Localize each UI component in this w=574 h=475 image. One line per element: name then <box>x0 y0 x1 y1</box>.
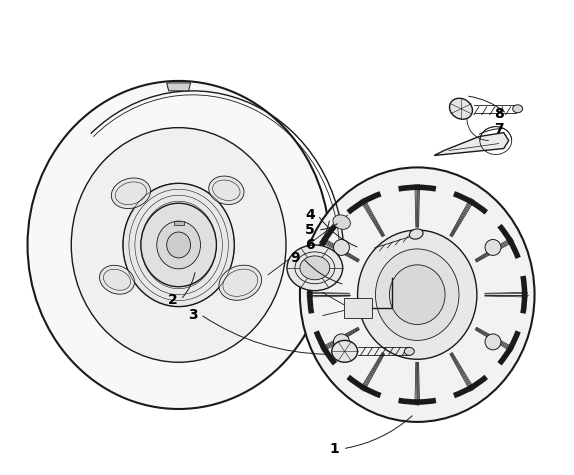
Text: 1: 1 <box>330 442 340 456</box>
Ellipse shape <box>123 183 234 306</box>
Polygon shape <box>434 133 509 155</box>
Ellipse shape <box>209 176 244 205</box>
Ellipse shape <box>333 334 350 350</box>
Text: 6: 6 <box>305 238 315 252</box>
Polygon shape <box>174 221 184 225</box>
Ellipse shape <box>141 203 216 287</box>
Ellipse shape <box>219 265 262 300</box>
Ellipse shape <box>485 334 501 350</box>
Ellipse shape <box>166 232 191 258</box>
Ellipse shape <box>111 178 150 209</box>
Ellipse shape <box>375 249 459 341</box>
Text: 7: 7 <box>494 122 503 136</box>
Text: 5: 5 <box>305 223 315 237</box>
Ellipse shape <box>332 341 358 362</box>
Text: 8: 8 <box>494 107 503 121</box>
Ellipse shape <box>485 239 501 256</box>
Polygon shape <box>344 298 371 317</box>
Text: 3: 3 <box>188 307 197 322</box>
Ellipse shape <box>333 239 350 256</box>
Text: 2: 2 <box>168 293 177 307</box>
Polygon shape <box>166 83 191 91</box>
Ellipse shape <box>287 245 343 291</box>
Ellipse shape <box>71 128 286 362</box>
Text: 9: 9 <box>290 251 300 265</box>
Ellipse shape <box>404 347 414 355</box>
Ellipse shape <box>389 265 445 324</box>
Text: 4: 4 <box>305 208 315 222</box>
Ellipse shape <box>358 230 477 359</box>
Ellipse shape <box>449 98 472 119</box>
Ellipse shape <box>333 215 350 229</box>
Ellipse shape <box>300 256 329 280</box>
Ellipse shape <box>513 105 522 113</box>
Ellipse shape <box>99 266 134 294</box>
Ellipse shape <box>300 167 534 422</box>
Ellipse shape <box>409 229 423 239</box>
Ellipse shape <box>28 81 329 409</box>
Ellipse shape <box>157 221 200 269</box>
